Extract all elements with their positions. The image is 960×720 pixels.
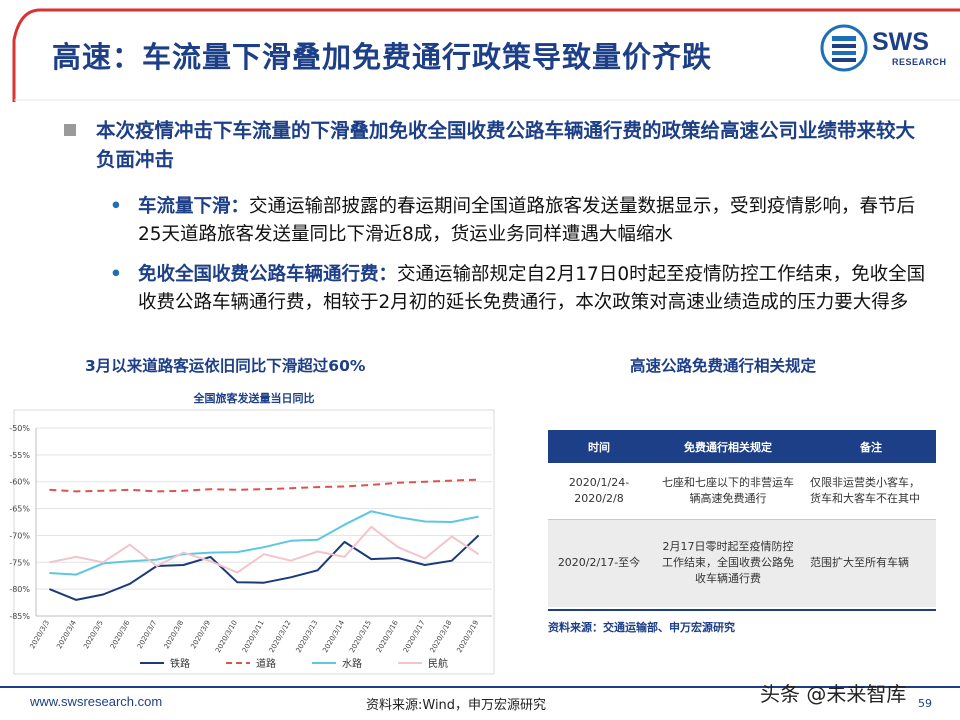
footer-url-link[interactable]: www.swsresearch.com <box>30 694 163 709</box>
legend-label: 水路 <box>342 657 362 670</box>
table-cell-time: 2020/2/17-至今 <box>548 519 650 607</box>
table-header-rule: 免费通行相关规定 <box>650 430 806 463</box>
x-tick-label: 2020/3/10 <box>214 619 239 654</box>
x-tick-label: 2020/3/12 <box>268 619 293 654</box>
x-tick-label: 2020/3/4 <box>55 619 78 651</box>
table-row: 2020/1/24- 2020/2/8 七座和七座以下的非营运车 辆高速免费通行 仅… <box>548 463 936 520</box>
logo-emblem-icon <box>820 24 868 72</box>
y-tick-label: -70% <box>9 531 30 540</box>
x-tick-label: 2020/3/3 <box>28 619 51 650</box>
sub-bullet-toll-free: • 免收全国收费公路车辆通行费：交通运输部规定自2月17日0时起至疫情防控工作结… <box>110 261 930 317</box>
square-bullet-icon <box>64 124 76 136</box>
passenger-yoy-chart: 全国旅客发送量当日同比 -50% -55% -60% -65% -70% -75% -80% -… <box>0 384 500 680</box>
table-cell-time: 2020/1/24- 2020/2/8 <box>548 463 650 520</box>
chart-svg: 全国旅客发送量当日同比 -50% -55% -60% -65% -70% -75% -80% -… <box>9 391 495 675</box>
legend-label: 铁路 <box>170 657 190 670</box>
table-section-heading: 高速公路免费通行相关规定 <box>630 357 817 375</box>
footer-source-note: 资料来源:Wind，申万宏源研究 <box>366 698 547 713</box>
table-header-time: 时间 <box>548 430 650 463</box>
y-tick-label: -50% <box>9 424 30 433</box>
x-tick-label: 2020/3/11 <box>241 619 266 654</box>
table-row: 2020/2/17-至今 2月17日零时起至疫情防控 工作结束，全国收费公路免 收车… <box>548 519 936 607</box>
x-tick-label: 2020/3/18 <box>429 619 454 654</box>
dot-bullet-icon: • <box>110 196 122 217</box>
series-line-铁路 <box>49 534 480 601</box>
y-tick-label: -75% <box>9 558 30 567</box>
x-tick-label: 2020/3/5 <box>82 619 105 650</box>
x-tick-label: 2020/3/8 <box>163 619 186 650</box>
logo-text: SWS <box>872 28 929 56</box>
dot-bullet-icon: • <box>110 264 122 285</box>
main-bullet: 本次疫情冲击下车流量的下滑叠加免收全国收费公路车辆通行费的政策给高速公司业绩带来… <box>64 116 934 174</box>
x-tick-label: 2020/3/16 <box>375 619 400 655</box>
y-tick-label: -85% <box>9 612 30 621</box>
x-tick-label: 2020/3/6 <box>109 619 132 651</box>
sub-bullet-traffic: • 车流量下滑：交通运输部披露的春运期间全国道路旅客发送量数据显示，受到疫情影响… <box>110 193 930 249</box>
chart-title: 全国旅客发送量当日同比 <box>193 391 315 405</box>
sws-logo: SWS RESEARCH <box>820 24 948 76</box>
page-title: 高速：车流量下滑叠加免费通行政策导致量价齐跌 <box>52 40 713 74</box>
x-tick-label: 2020/3/17 <box>402 619 427 654</box>
x-tick-label: 2020/3/15 <box>348 619 373 654</box>
x-tick-label: 2020/3/9 <box>189 619 212 650</box>
sub-bullet-text: 交通运输部规定自2月17日0时起至疫情防控工作结束，免收全国收费公路车辆通行费，… <box>138 264 926 313</box>
header-decoration <box>12 8 960 102</box>
x-tick-label: 2020/3/7 <box>136 619 159 650</box>
table-bottom-rule <box>548 609 936 611</box>
main-bullet-text: 本次疫情冲击下车流量的下滑叠加免收全国收费公路车辆通行费的政策给高速公司业绩带来… <box>96 119 916 171</box>
sub-bullet-lead: 免收全国收费公路车辆通行费： <box>138 264 398 285</box>
table-cell-rule: 2月17日零时起至疫情防控 工作结束，全国收费公路免 收车辆通行费 <box>650 519 806 607</box>
y-tick-label: -65% <box>9 505 30 514</box>
slide-header: 高速：车流量下滑叠加免费通行政策导致量价齐跌 SWS RESEARCH <box>0 0 960 102</box>
x-tick-label: 2020/3/13 <box>294 619 319 654</box>
footer-divider <box>0 686 960 688</box>
table-header-row: 时间 免费通行相关规定 备注 <box>548 430 936 463</box>
logo-subtext: RESEARCH <box>892 57 947 67</box>
x-tick-label: 2020/3/19 <box>455 619 480 654</box>
table-cell-note: 范围扩大至所有车辆 <box>806 519 936 607</box>
table-cell-note: 仅限非运营类小客车， 货车和大客车不在其中 <box>806 463 936 520</box>
chart-frame <box>13 409 495 675</box>
series-line-民航 <box>49 525 480 574</box>
table-cell-rule: 七座和七座以下的非营运车 辆高速免费通行 <box>650 463 806 520</box>
series-line-水路 <box>49 510 479 576</box>
legend-label: 民航 <box>428 657 448 670</box>
x-tick-label: 2020/3/14 <box>321 619 346 655</box>
sub-bullet-text: 交通运输部披露的春运期间全国道路旅客发送量数据显示，受到疫情影响，春节后25天道… <box>138 196 916 245</box>
table-source-note: 资料来源：交通运输部、申万宏源研究 <box>548 621 735 634</box>
y-tick-label: -55% <box>9 451 30 460</box>
watermark-text: 头条 @未来智库 <box>760 682 907 706</box>
y-tick-label: -80% <box>9 585 30 594</box>
y-tick-label: -60% <box>9 478 30 487</box>
toll-free-policy-table: 时间 免费通行相关规定 备注 2020/1/24- 2020/2/8 七座和七座以… <box>548 430 936 607</box>
chart-section-heading: 3月以来道路客运依旧同比下滑超过60% <box>85 357 366 375</box>
table-header-note: 备注 <box>806 430 936 463</box>
sub-bullet-lead: 车流量下滑： <box>138 196 250 217</box>
legend-label: 道路 <box>256 657 276 670</box>
page-number: 59 <box>918 697 932 710</box>
